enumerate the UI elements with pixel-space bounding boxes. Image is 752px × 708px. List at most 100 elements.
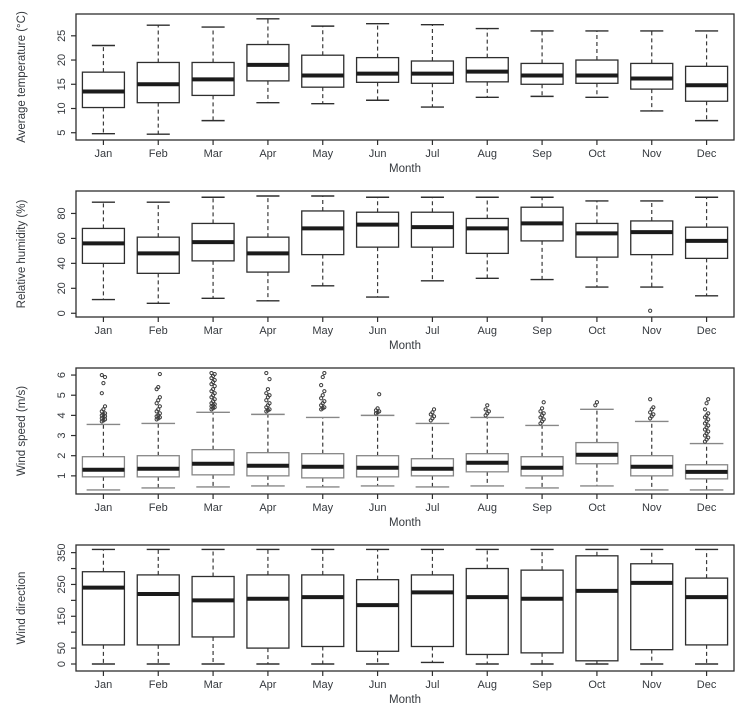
- box-jul: Jul: [410, 196, 455, 337]
- box-apr: Apr: [246, 18, 290, 160]
- outlier-point: [157, 395, 162, 400]
- month-label: Oct: [588, 325, 605, 337]
- iqr-box: [81, 571, 126, 646]
- box-nov: Nov: [630, 397, 674, 514]
- outlier-point: [377, 392, 382, 397]
- outlier-point: [212, 384, 217, 389]
- outlier-point: [212, 397, 217, 402]
- iqr-box: [301, 574, 345, 648]
- box-jul: Jul: [410, 23, 455, 160]
- y-tick-label: 20: [56, 282, 68, 294]
- outlier-point: [319, 396, 324, 401]
- outlier-point: [212, 377, 217, 383]
- outlier-point: [483, 407, 488, 412]
- box-sep: Sep: [520, 196, 564, 337]
- box-dec: Dec: [684, 397, 729, 514]
- iqr-box: [630, 62, 674, 90]
- iqr-box: [246, 574, 290, 649]
- month-label: Jun: [369, 502, 387, 514]
- outlier-point: [264, 398, 269, 403]
- month-label: Sep: [532, 325, 552, 337]
- boxplot-panel-wind-direction: 0 50 150 250 350 Wind direction Month Jan Feb Mar…: [16, 543, 735, 706]
- outlier-point: [486, 409, 491, 414]
- y-tick-label: 50: [56, 642, 68, 654]
- box-feb: Feb: [136, 201, 180, 337]
- outlier-point: [157, 411, 162, 416]
- box-jun: Jun: [355, 392, 400, 514]
- plot-frame: [75, 367, 735, 495]
- outlier-point: [706, 397, 711, 402]
- month-label: May: [312, 325, 333, 337]
- month-label: Aug: [477, 502, 497, 514]
- box-jan: Jan: [81, 548, 126, 691]
- outlier-point: [706, 429, 711, 434]
- outlier-point: [485, 403, 490, 408]
- outlier-point: [651, 412, 656, 417]
- box-nov: Nov: [630, 548, 674, 691]
- month-label: Jun: [369, 679, 387, 691]
- month-label: Mar: [204, 679, 223, 691]
- y-tick-label: 60: [56, 232, 68, 244]
- outlier-point: [267, 393, 272, 398]
- box-dec: Dec: [684, 30, 729, 160]
- y-tick-label: 2: [56, 453, 68, 459]
- outlier-point: [648, 308, 653, 313]
- outlier-point: [212, 391, 217, 396]
- iqr-box: [136, 574, 180, 646]
- outlier-point: [265, 387, 271, 392]
- y-tick-label: 40: [56, 257, 68, 269]
- month-label: Nov: [642, 679, 662, 691]
- y-tick-label: 0: [56, 661, 68, 667]
- month-label: Jul: [425, 148, 439, 160]
- month-label: Aug: [477, 679, 497, 691]
- y-tick-label: 250: [56, 575, 68, 593]
- iqr-box: [355, 579, 400, 652]
- outlier-point: [156, 407, 161, 412]
- iqr-box: [465, 217, 509, 255]
- y-tick-label: 80: [56, 207, 68, 219]
- boxplot-panel-wind-speed: 1 2 3 4 5 6 Wind speed (m/s) Month Jan Feb Mar Apr M…: [16, 367, 735, 529]
- iqr-box: [575, 222, 619, 258]
- box-sep: Sep: [520, 30, 564, 160]
- y-axis-label: Wind speed (m/s): [16, 386, 28, 476]
- x-axis-label: Month: [389, 694, 421, 706]
- box-mar: Mar: [191, 370, 235, 514]
- outlier-point: [702, 407, 708, 412]
- month-label: May: [312, 148, 333, 160]
- month-label: Feb: [149, 679, 168, 691]
- iqr-box: [684, 577, 729, 646]
- outlier-point: [156, 398, 161, 403]
- month-label: Mar: [204, 325, 223, 337]
- month-label: Nov: [642, 148, 662, 160]
- month-label: Apr: [259, 148, 276, 160]
- y-tick-label: 0: [56, 310, 68, 316]
- outlier-point: [102, 374, 108, 380]
- month-label: Apr: [259, 502, 276, 514]
- outlier-point: [322, 399, 327, 404]
- month-label: Mar: [204, 148, 223, 160]
- iqr-box: [81, 227, 126, 265]
- month-label: Jul: [425, 679, 439, 691]
- box-may: May: [301, 548, 345, 691]
- outlier-point: [648, 397, 653, 402]
- month-label: Dec: [697, 325, 717, 337]
- box-aug: Aug: [465, 196, 509, 337]
- box-apr: Apr: [246, 195, 290, 337]
- box-feb: Feb: [136, 24, 180, 160]
- box-mar: Mar: [191, 196, 235, 337]
- month-label: Sep: [532, 502, 552, 514]
- box-aug: Aug: [465, 27, 509, 160]
- outlier-point: [320, 393, 325, 398]
- iqr-box: [191, 575, 235, 638]
- outlier-point: [539, 406, 545, 411]
- month-label: Oct: [588, 502, 605, 514]
- box-oct: Oct: [575, 30, 619, 160]
- box-nov: Nov: [630, 200, 674, 337]
- month-label: Jun: [369, 325, 387, 337]
- month-label: Nov: [642, 502, 662, 514]
- outlier-point: [157, 371, 162, 377]
- box-aug: Aug: [465, 403, 509, 514]
- y-axis-label: Wind direction: [16, 572, 28, 645]
- month-label: May: [312, 679, 333, 691]
- outlier-point: [209, 370, 214, 376]
